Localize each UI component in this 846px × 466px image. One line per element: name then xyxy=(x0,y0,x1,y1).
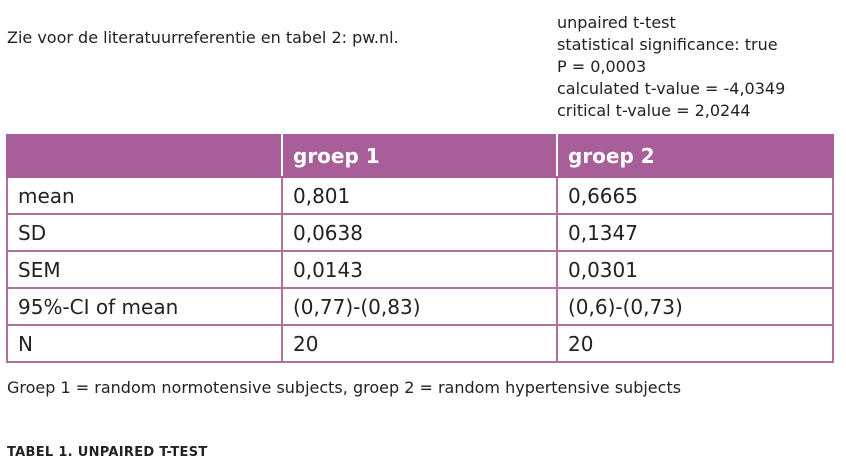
test-type: unpaired t-test xyxy=(557,13,676,32)
header-cell-groep-1: groep 1 xyxy=(281,134,558,178)
table-row-sd: SD 0,0638 0,1347 xyxy=(6,213,834,252)
p-value: P = 0,0003 xyxy=(557,57,647,76)
row-label: 95%-CI of mean xyxy=(6,287,283,326)
table-cell: 20 xyxy=(281,324,558,363)
reference-note: Zie voor de literatuurreferentie en tabe… xyxy=(7,28,399,47)
critical-t-value: critical t-value = 2,0244 xyxy=(557,101,751,120)
table-cell: 0,0638 xyxy=(281,213,558,252)
test-summary: unpaired t-test statistical significance… xyxy=(557,12,785,122)
table-row-sem: SEM 0,0143 0,0301 xyxy=(6,250,834,289)
table-cell: 20 xyxy=(556,324,834,363)
table-cell: (0,6)-(0,73) xyxy=(556,287,834,326)
table-cell: (0,77)-(0,83) xyxy=(281,287,558,326)
table-cell: 0,801 xyxy=(281,176,558,215)
significance-line: statistical significance: true xyxy=(557,35,778,54)
table-cell: 0,0301 xyxy=(556,250,834,289)
table-row-mean: mean 0,801 0,6665 xyxy=(6,176,834,215)
table-footnote: Groep 1 = random normotensive subjects, … xyxy=(7,378,682,397)
header-cell-empty xyxy=(6,134,283,178)
table-row-ci: 95%-CI of mean (0,77)-(0,83) (0,6)-(0,73… xyxy=(6,287,834,326)
row-label: N xyxy=(6,324,283,363)
table-caption: TABEL 1. UNPAIRED T-TEST xyxy=(7,445,208,460)
calculated-t-value: calculated t-value = -4,0349 xyxy=(557,79,786,98)
table-row-n: N 20 20 xyxy=(6,324,834,363)
results-table: groep 1 groep 2 mean 0,801 0,6665 SD 0,0… xyxy=(6,134,834,363)
table-cell: 0,6665 xyxy=(556,176,834,215)
table-cell: 0,0143 xyxy=(281,250,558,289)
header-cell-groep-2: groep 2 xyxy=(556,134,834,178)
row-label: SD xyxy=(6,213,283,252)
row-label: mean xyxy=(6,176,283,215)
row-label: SEM xyxy=(6,250,283,289)
table-cell: 0,1347 xyxy=(556,213,834,252)
table-header-row: groep 1 groep 2 xyxy=(6,134,834,178)
